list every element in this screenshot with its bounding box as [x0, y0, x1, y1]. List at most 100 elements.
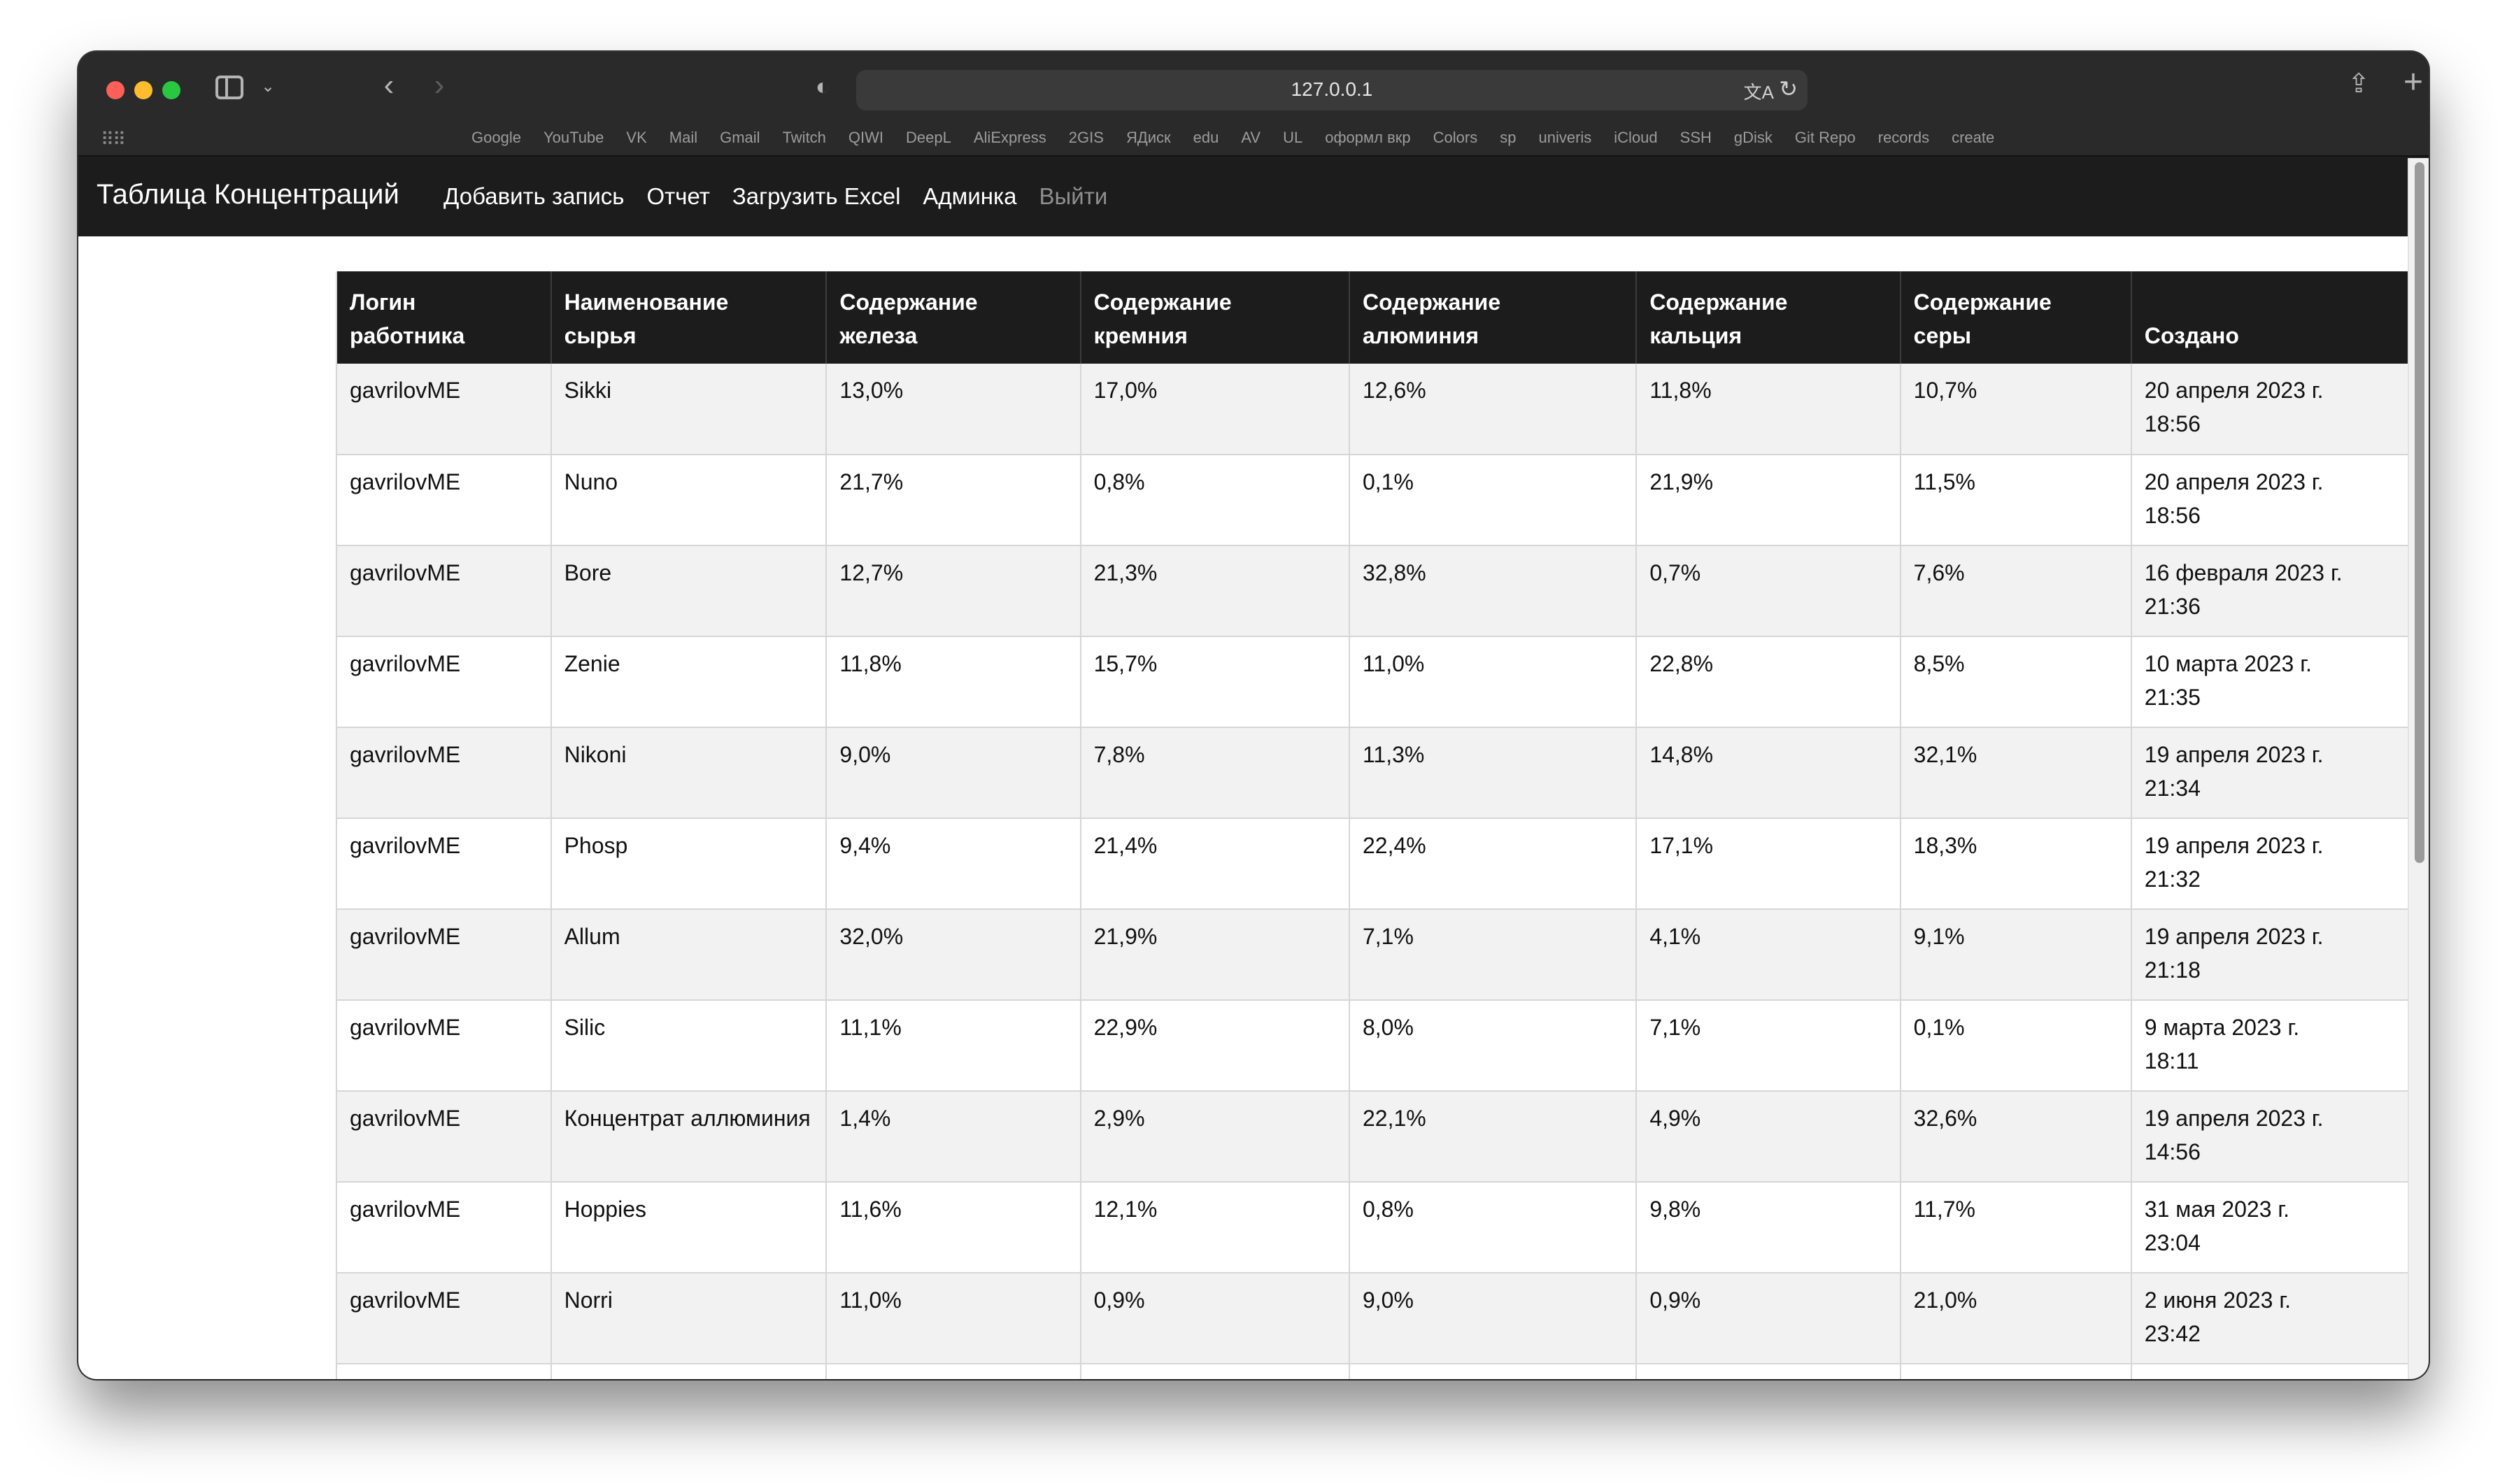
table-row: gavrilovME Norri 11,0% 0,9% 9,0% 0,9% 21,0% 2 и…	[336, 1273, 2408, 1364]
table-cell-fe	[826, 1364, 1081, 1379]
new-tab-icon[interactable]: +	[2403, 64, 2424, 101]
table-cell-fe: 32,0%	[826, 909, 1081, 1001]
favorite-link[interactable]: Mail	[669, 129, 698, 146]
favorite-link[interactable]: edu	[1193, 129, 1219, 146]
favorite-link[interactable]: sp	[1500, 129, 1517, 146]
created-time: 14:56	[2144, 1139, 2201, 1164]
favorite-link[interactable]: VK	[626, 129, 647, 146]
table-cell-al: 22,4%	[1349, 818, 1638, 910]
table-cell-al: 32,8%	[1349, 545, 1638, 637]
table-cell-created	[2131, 1364, 2408, 1379]
table-cell-name	[551, 1364, 828, 1379]
favorite-link[interactable]: 2GIS	[1068, 129, 1104, 146]
table-cell-fe: 21,7%	[826, 455, 1081, 546]
table-row: gavrilovME Allum 32,0% 21,9% 7,1% 4,1% 9,1% 19 …	[336, 909, 2408, 1001]
table-cell-s: 11,5%	[1900, 455, 2132, 546]
nav-logout[interactable]: Выйти	[1039, 183, 1108, 209]
favorite-link[interactable]: gDisk	[1733, 129, 1773, 146]
table-cell-login: gavrilovME	[336, 727, 552, 819]
table-cell-ca: 9,8%	[1636, 1182, 1901, 1273]
table-cell-fe: 11,1%	[826, 1000, 1081, 1092]
created-time: 23:04	[2144, 1230, 2201, 1255]
back-arrow-icon[interactable]: ‹	[383, 68, 395, 102]
nav-add-record[interactable]: Добавить запись	[443, 183, 625, 209]
table-cell-name: Nuno	[551, 455, 828, 546]
favorite-link[interactable]: Colors	[1433, 129, 1478, 146]
table-cell-created: 20 апреля 2023 г. 18:56	[2131, 455, 2408, 546]
table-cell-s	[1900, 1364, 2132, 1379]
table-cell-created: 16 февраля 2023 г. 21:36	[2131, 545, 2408, 637]
minimize-window-button[interactable]	[134, 81, 152, 99]
brand-title[interactable]: Таблица Концентраций	[97, 179, 399, 210]
favorite-link[interactable]: AliExpress	[973, 129, 1046, 146]
favorite-link[interactable]: оформл вкр	[1325, 129, 1411, 146]
header-line: Логин	[350, 290, 416, 315]
share-icon[interactable]: ⇪	[2348, 69, 2370, 99]
table-cell-fe: 9,0%	[826, 727, 1081, 819]
column-header: Содержание серы	[1900, 271, 2132, 364]
favorite-link[interactable]: iCloud	[1614, 129, 1658, 146]
nav-upload-excel[interactable]: Загрузить Excel	[732, 183, 901, 209]
nav-report[interactable]: Отчет	[646, 183, 710, 209]
header-line: Наименование	[564, 290, 729, 315]
created-time: 21:18	[2144, 957, 2201, 983]
favorite-link[interactable]: Git Repo	[1794, 129, 1856, 146]
table-cell-s: 32,6%	[1900, 1091, 2132, 1183]
table-cell-fe: 13,0%	[826, 364, 1081, 455]
table-row: gavrilovME Bore 12,7% 21,3% 32,8% 0,7% 7,6% 16 …	[336, 545, 2408, 637]
favorites-bar: ⠿⠿ Google YouTube VK Mail Gmail Twitch QIWI Dee…	[78, 120, 2429, 157]
table-cell-al: 9,0%	[1349, 1273, 1638, 1364]
column-header: Содержание кальция	[1636, 271, 1901, 364]
favorite-link[interactable]: Google	[471, 129, 521, 146]
table-cell-s: 11,7%	[1900, 1182, 2132, 1273]
favorite-link[interactable]: univeris	[1538, 129, 1592, 146]
favorite-link[interactable]: AV	[1241, 129, 1261, 146]
favorite-link[interactable]: Twitch	[782, 129, 826, 146]
favorite-link[interactable]: SSH	[1679, 129, 1712, 146]
table-cell-ca: 7,1%	[1636, 1000, 1901, 1092]
favorite-link[interactable]: Gmail	[720, 129, 760, 146]
forward-arrow-icon[interactable]: ›	[434, 68, 445, 102]
favorite-link[interactable]: DeepL	[906, 129, 951, 146]
table-cell-created: 19 апреля 2023 г. 14:56	[2131, 1091, 2408, 1183]
favorite-link[interactable]: YouTube	[543, 129, 604, 146]
favorite-link[interactable]: ЯДиск	[1125, 129, 1171, 146]
created-time: 18:56	[2144, 503, 2201, 528]
header-line: сырья	[564, 323, 637, 348]
address-bar[interactable]: 127.0.0.1 文A ↻	[856, 70, 1808, 110]
table-cell-al: 11,3%	[1349, 727, 1638, 819]
table-cell-login: gavrilovME	[336, 364, 552, 455]
table-cell-si: 17,0%	[1080, 364, 1350, 455]
table-cell-login: gavrilovME	[336, 909, 552, 1001]
table-body: gavrilovME Sikki 13,0% 17,0% 12,6% 11,8% 10,7%…	[336, 364, 2408, 1379]
close-window-button[interactable]	[106, 81, 125, 99]
zoom-window-button[interactable]	[162, 81, 180, 99]
table-cell-ca: 4,9%	[1636, 1091, 1901, 1183]
table-cell-login: gavrilovME	[336, 1182, 552, 1273]
translate-icon[interactable]: 文A	[1743, 82, 1774, 103]
scrollbar-thumb[interactable]	[2415, 162, 2424, 863]
table-cell-s: 10,7%	[1900, 364, 2132, 455]
header-line: серы	[1913, 323, 1972, 348]
table-cell-login: gavrilovME	[336, 818, 552, 910]
privacy-shield-icon[interactable]: ◐	[815, 73, 830, 100]
table-cell-fe: 11,0%	[826, 1273, 1081, 1364]
vertical-scrollbar[interactable]	[2408, 158, 2429, 1379]
table-cell-name: Nikoni	[551, 727, 828, 819]
reload-icon[interactable]: ↻	[1779, 76, 1798, 101]
favorite-link[interactable]: QIWI	[848, 129, 884, 146]
table-cell-name: Zenie	[551, 636, 828, 728]
sidebar-toggle-icon[interactable]	[215, 76, 243, 99]
created-date: 19 апреля 2023 г.	[2144, 833, 2324, 858]
apps-grid-icon[interactable]: ⠿⠿	[101, 129, 126, 150]
chevron-down-icon[interactable]: ⌄	[260, 77, 276, 96]
table-cell-al: 8,0%	[1349, 1000, 1638, 1092]
favorite-link[interactable]: create	[1952, 129, 1995, 146]
table-row: gavrilovME Zenie 11,8% 15,7% 11,0% 22,8% 8,5% 1…	[336, 636, 2408, 728]
table-cell-ca: 17,1%	[1636, 818, 1901, 910]
nav-admin[interactable]: Админка	[923, 183, 1017, 209]
created-date: 19 апреля 2023 г.	[2144, 924, 2324, 949]
favorite-link[interactable]: records	[1877, 129, 1930, 146]
table-cell-s: 32,1%	[1900, 727, 2132, 819]
favorite-link[interactable]: UL	[1283, 129, 1303, 146]
